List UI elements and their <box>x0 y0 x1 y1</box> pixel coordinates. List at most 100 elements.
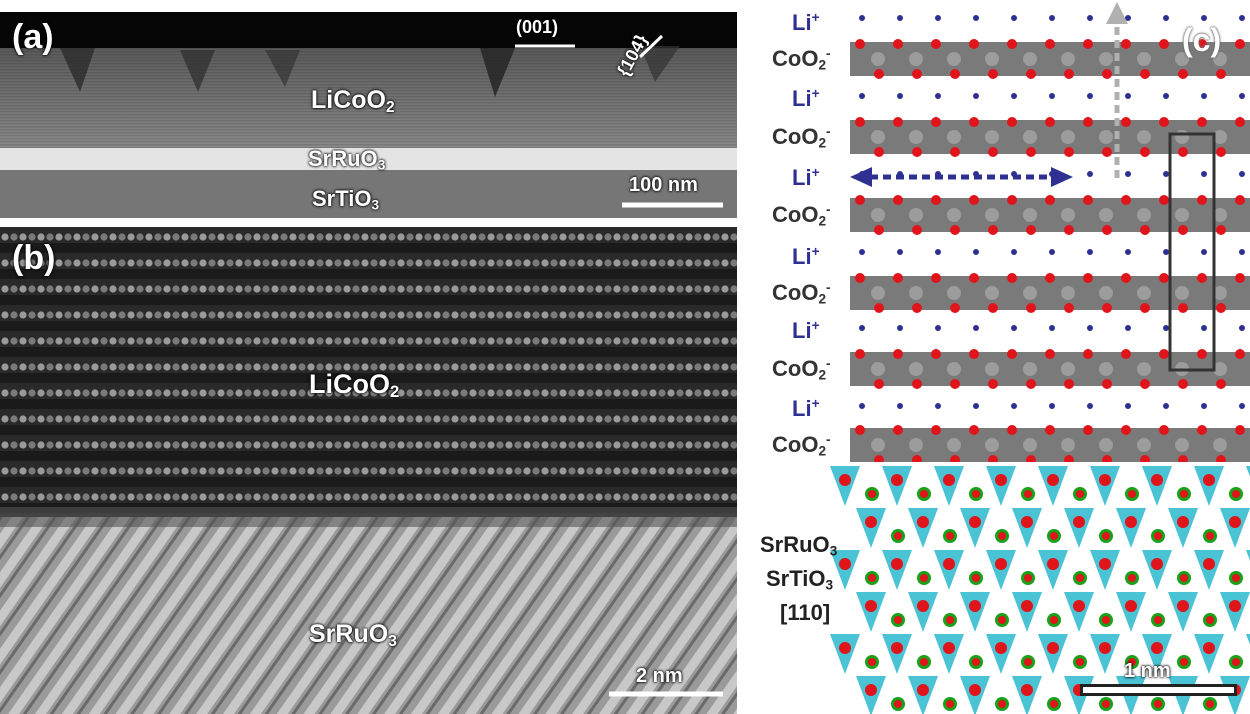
li-ion <box>1239 249 1245 255</box>
oxygen-atom <box>1235 195 1245 205</box>
electrode-text: SrRuO <box>308 146 378 171</box>
coo2-layer-label: CoO2- <box>772 280 831 307</box>
oxygen-atom <box>1216 379 1226 389</box>
oxygen-atom <box>868 658 876 666</box>
oxygen-atom <box>931 425 941 435</box>
oxygen-atom <box>988 147 998 157</box>
oxygen-atom <box>1203 558 1215 570</box>
li-ion <box>1163 15 1169 21</box>
oxygen-atom <box>894 616 902 624</box>
cobalt-atom <box>1137 362 1151 376</box>
li-ion <box>935 249 941 255</box>
oxygen-atom <box>972 658 980 666</box>
oxygen-atom <box>1206 532 1214 540</box>
li-text: Li <box>792 86 812 112</box>
li-ion <box>1049 93 1055 99</box>
oxygen-atom <box>1178 225 1188 235</box>
cobalt-atom <box>1061 130 1075 144</box>
cobalt-atom <box>1023 130 1037 144</box>
li-ion <box>1239 403 1245 409</box>
oxygen-atom <box>1206 700 1214 708</box>
oxygen-atom <box>1064 379 1074 389</box>
coo2-layer-label: CoO2- <box>772 202 831 229</box>
oxygen-atom <box>1154 700 1162 708</box>
zone-axis-label: [110] <box>780 600 831 625</box>
oxygen-atom <box>874 69 884 79</box>
oxygen-atom <box>894 700 902 708</box>
li-ion <box>1011 403 1017 409</box>
substrate-2-subscript: 3 <box>825 577 834 593</box>
oxygen-atom <box>998 700 1006 708</box>
oxygen-atom <box>1102 303 1112 313</box>
oxygen-atom <box>931 273 941 283</box>
oxygen-atom <box>1154 616 1162 624</box>
cobalt-atom <box>1213 286 1227 300</box>
oxygen-atom <box>1102 379 1112 389</box>
panel-c-label: (c) <box>1182 22 1222 58</box>
cobalt-atom <box>1137 286 1151 300</box>
oxygen-atom <box>1125 516 1137 528</box>
oxygen-atom <box>969 195 979 205</box>
oxygen-atom <box>868 490 876 498</box>
panel-c-structure-model: Li+ CoO2- Li+ CoO2- Li+ CoO2- Li+ CoO2- Li+ CoO2-… <box>740 0 1250 714</box>
oxygen-atom <box>874 225 884 235</box>
panel-a-image <box>0 12 737 218</box>
panel-c-model-drawing <box>830 2 1250 714</box>
cobalt-atom <box>985 362 999 376</box>
cobalt-atom <box>909 286 923 300</box>
oxygen-atom <box>912 379 922 389</box>
li-ion <box>1201 325 1207 331</box>
li-ion <box>1201 171 1207 177</box>
li-layer-label: Li+ <box>792 396 820 422</box>
oxygen-atom <box>1206 616 1214 624</box>
li-charge: + <box>811 396 820 411</box>
oxygen-atom <box>874 147 884 157</box>
cobalt-atom <box>985 438 999 452</box>
oxygen-atom <box>1235 39 1245 49</box>
li-text: Li <box>792 318 812 344</box>
oxygen-atom <box>1073 600 1085 612</box>
oxygen-atom <box>1102 532 1110 540</box>
cobalt-atom <box>1061 286 1075 300</box>
cobalt-atom <box>1213 130 1227 144</box>
oxygen-atom <box>865 684 877 696</box>
panel-b-film-label: LiCoO2 <box>309 369 399 402</box>
oxygen-atom <box>1159 39 1169 49</box>
li-charge: + <box>811 244 820 259</box>
oxygen-atom <box>995 558 1007 570</box>
li-ion <box>859 15 865 21</box>
oxygen-atom <box>1083 425 1093 435</box>
cobalt-atom <box>1099 208 1113 222</box>
coo2-subscript: 2 <box>818 135 827 151</box>
oxygen-atom <box>893 195 903 205</box>
li-ion <box>897 249 903 255</box>
oxygen-atom <box>894 532 902 540</box>
cobalt-atom <box>947 286 961 300</box>
li-ion <box>1049 249 1055 255</box>
oxygen-atom <box>1026 225 1036 235</box>
oxygen-atom <box>1203 474 1215 486</box>
cobalt-atom <box>1023 52 1037 66</box>
oxygen-atom <box>920 658 928 666</box>
cobalt-atom <box>1099 130 1113 144</box>
cobalt-atom <box>1099 52 1113 66</box>
cobalt-atom <box>909 130 923 144</box>
cobalt-atom <box>1023 438 1037 452</box>
cobalt-atom <box>909 362 923 376</box>
li-text: Li <box>792 396 812 422</box>
oxygen-atom <box>950 379 960 389</box>
cobalt-atom <box>1175 52 1189 66</box>
oxygen-atom <box>969 600 981 612</box>
oxygen-atom <box>1177 516 1189 528</box>
oxygen-atom <box>1197 39 1207 49</box>
oxygen-atom <box>855 273 865 283</box>
octahedron <box>1246 550 1250 561</box>
oxygen-atom <box>1024 490 1032 498</box>
oxygen-atom <box>1102 700 1110 708</box>
oxygen-atom <box>1045 39 1055 49</box>
oxygen-atom <box>1064 303 1074 313</box>
film-subscript-b: 2 <box>390 382 400 402</box>
oxygen-atom <box>969 117 979 127</box>
li-ion <box>897 93 903 99</box>
li-layer-label: Li+ <box>792 10 820 36</box>
